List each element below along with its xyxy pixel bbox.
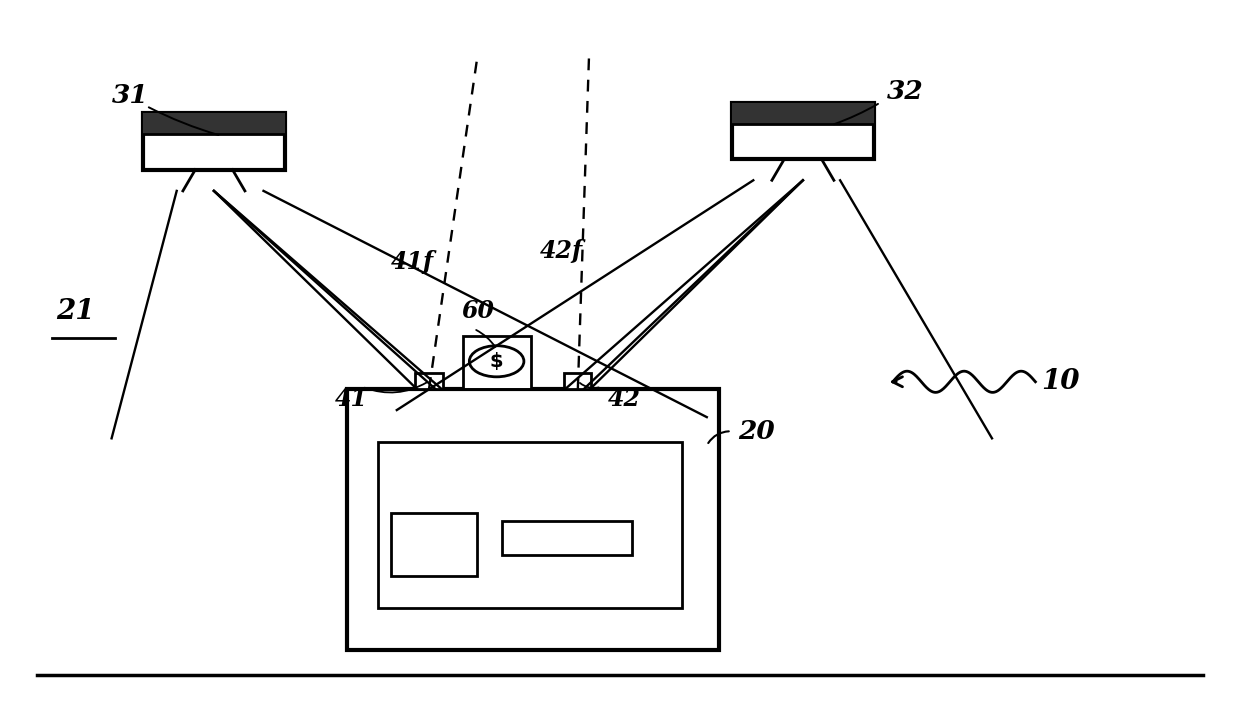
Text: 32: 32 [887, 79, 924, 105]
Text: 42f: 42f [539, 239, 583, 263]
Text: 31: 31 [112, 83, 149, 108]
Bar [378, 442, 682, 608]
Bar [564, 373, 591, 389]
Text: 21: 21 [56, 298, 94, 325]
Bar [347, 389, 719, 650]
Text: 41f: 41f [391, 250, 434, 274]
Text: 41: 41 [335, 387, 368, 411]
Bar [143, 113, 285, 170]
Text: 42: 42 [608, 387, 641, 411]
Text: 60: 60 [461, 299, 495, 323]
Text: $: $ [490, 352, 503, 370]
Bar [463, 336, 531, 389]
Bar [732, 103, 874, 124]
Bar [415, 373, 443, 389]
Text: 20: 20 [738, 419, 775, 444]
Bar [143, 113, 285, 134]
Bar [391, 513, 477, 576]
Text: 10: 10 [1042, 368, 1080, 395]
Bar [732, 103, 874, 159]
Bar [502, 521, 632, 555]
